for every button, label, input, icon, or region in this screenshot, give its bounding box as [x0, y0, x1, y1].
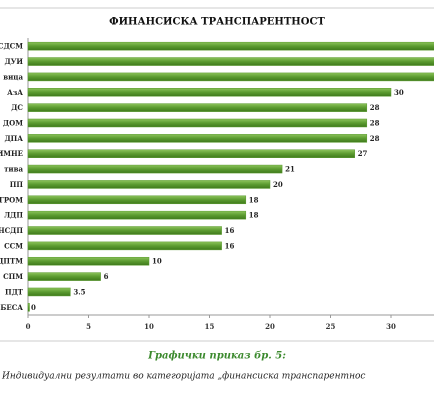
bar	[27, 210, 247, 220]
bar	[27, 272, 101, 281]
x-tick-label: 20	[265, 322, 275, 331]
bar	[27, 164, 283, 174]
value-label: 18	[249, 211, 259, 220]
y-tick-label: ДОМ	[3, 118, 23, 127]
y-tick-label: тива	[4, 165, 23, 174]
bar	[27, 134, 368, 143]
bar	[27, 226, 222, 235]
x-tick-label: 25	[326, 322, 336, 331]
y-tick-label: ПДТ	[5, 287, 24, 296]
bar	[27, 149, 355, 158]
y-tick-label: вица	[3, 72, 23, 81]
bar	[27, 118, 368, 128]
value-label: 6	[104, 272, 109, 281]
value-label: 21	[285, 165, 295, 174]
bar	[27, 103, 368, 112]
x-tick-label: 10	[144, 322, 154, 331]
value-label: 28	[370, 118, 380, 127]
value-label: 10	[152, 257, 162, 266]
bar	[27, 303, 30, 312]
bar	[27, 88, 392, 97]
value-label: 16	[225, 226, 235, 235]
bar	[27, 41, 434, 51]
y-tick-label: ДПА	[4, 134, 23, 143]
y-tick-label: СДСМ	[0, 42, 23, 51]
x-tick-label: 30	[386, 322, 396, 331]
x-tick-label: 5	[86, 322, 91, 331]
y-tick-label: ИМНЕ	[0, 149, 23, 158]
value-label: 27	[358, 149, 368, 158]
y-tick-label: БЕСА	[0, 303, 23, 312]
y-tick-label: НСДП	[0, 226, 23, 235]
y-tick-label: ДПТМ	[0, 257, 23, 266]
chart-title: ФИНАНСИСКА ТРАНСПАРЕНТНОСТ	[109, 17, 325, 28]
bar	[27, 72, 434, 82]
x-tick-label: 15	[205, 322, 215, 331]
value-label: 30	[394, 88, 404, 97]
bar	[27, 195, 247, 205]
y-tick-label: ЛДП	[4, 211, 23, 220]
bar	[27, 256, 150, 266]
caption-text: Индивидуални резултати во категоријата „…	[1, 372, 365, 382]
caption-number: Графички приказ бр. 5:	[147, 351, 286, 362]
value-label: 28	[370, 103, 380, 112]
value-label: 18	[249, 195, 259, 204]
value-label: 3.5	[73, 287, 85, 296]
value-label: 16	[225, 241, 235, 250]
y-tick-label: СПМ	[3, 272, 23, 281]
y-tick-label: ДУИ	[4, 57, 23, 66]
value-label: 0	[31, 303, 36, 312]
bar	[27, 180, 271, 189]
value-label: 28	[370, 134, 380, 143]
bar	[27, 57, 434, 66]
y-tick-label: АзА	[7, 88, 23, 97]
y-tick-label: ГРОМ	[0, 195, 23, 204]
value-label: 20	[273, 180, 283, 189]
y-tick-label: ДС	[11, 103, 23, 112]
bar	[27, 241, 222, 251]
x-tick-label: 0	[26, 322, 31, 331]
y-tick-label: ССМ	[4, 241, 23, 250]
y-tick-label: ПП	[10, 180, 24, 189]
bar	[27, 287, 71, 297]
